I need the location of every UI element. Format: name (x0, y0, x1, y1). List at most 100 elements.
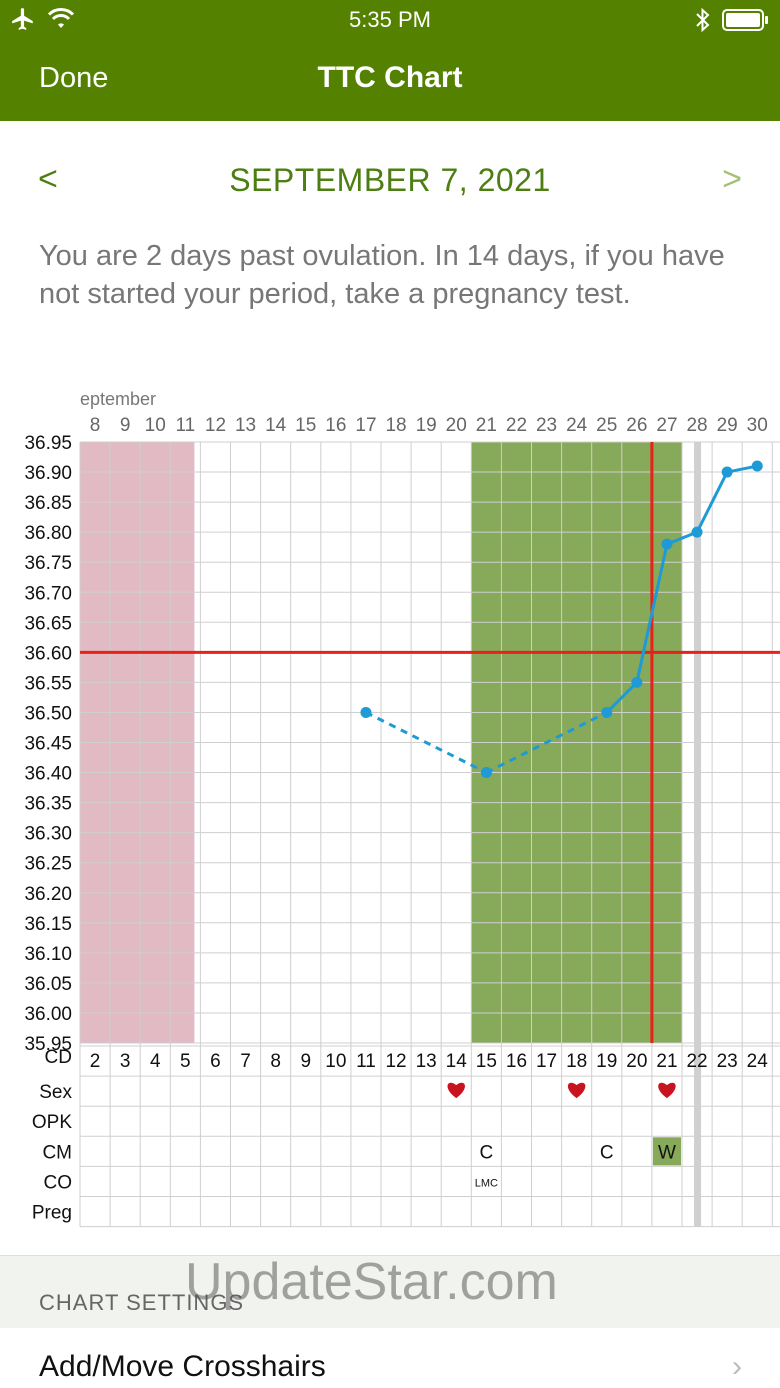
nav-bar: Done TTC Chart (0, 40, 780, 121)
cycle-day: 4 (150, 1051, 161, 1072)
heart-icon (447, 1082, 465, 1099)
prev-day-button[interactable]: < (38, 160, 58, 198)
date-tick: 28 (686, 415, 707, 436)
row-label: OPK (32, 1112, 72, 1133)
bluetooth-icon (696, 8, 710, 32)
y-tick-label: 36.55 (24, 673, 72, 694)
cycle-day: 3 (120, 1051, 131, 1072)
temp-point (480, 767, 492, 779)
date-tick: 11 (175, 415, 195, 436)
temp-line-segment (605, 681, 638, 714)
temp-line-segment (365, 711, 488, 774)
today-marker (694, 442, 702, 1227)
month-label: eptember (80, 389, 156, 409)
y-tick-label: 36.95 (24, 433, 72, 454)
y-tick-label: 36.30 (24, 824, 72, 845)
y-tick-label: 36.75 (24, 553, 72, 574)
cm-value: C (479, 1142, 493, 1163)
cycle-day: 17 (536, 1051, 557, 1072)
y-tick-label: 36.60 (24, 643, 72, 664)
y-tick-label: 36.20 (24, 884, 72, 905)
cm-value: C (600, 1142, 614, 1163)
date-tick: 22 (506, 415, 527, 436)
cycle-day: 20 (626, 1051, 647, 1072)
ovulation-message: You are 2 days past ovulation. In 14 day… (39, 240, 725, 310)
done-button[interactable]: Done (39, 62, 109, 94)
cycle-day: 11 (356, 1051, 376, 1072)
y-tick-label: 36.85 (24, 493, 72, 514)
row-label: CO (44, 1172, 73, 1193)
y-tick-label: 36.40 (24, 764, 72, 785)
date-tick: 25 (596, 415, 617, 436)
temp-point (691, 526, 703, 538)
cycle-day: 24 (747, 1051, 769, 1072)
row-label: CD (45, 1047, 72, 1068)
airplane-icon (12, 8, 33, 30)
row-label: Preg (32, 1203, 72, 1224)
y-tick-label: 36.80 (24, 523, 72, 544)
temp-point (661, 538, 673, 550)
date-tick: 14 (265, 415, 287, 436)
date-tick: 10 (145, 415, 166, 436)
temp-line-segment (485, 711, 608, 774)
cycle-day: 19 (596, 1051, 617, 1072)
y-tick-label: 36.65 (24, 613, 72, 634)
date-tick: 17 (355, 415, 376, 436)
date-tick: 19 (416, 415, 437, 436)
add-move-crosshairs-row[interactable]: Add/Move Crosshairs › (0, 1328, 780, 1388)
row-label: Sex (39, 1082, 72, 1103)
cycle-day: 2 (90, 1051, 101, 1072)
temp-point (360, 706, 372, 718)
cycle-day: 5 (180, 1051, 191, 1072)
y-tick-label: 36.35 (24, 794, 72, 815)
date-tick: 8 (90, 415, 101, 436)
add-move-crosshairs-label: Add/Move Crosshairs (39, 1350, 326, 1383)
y-tick-label: 36.05 (24, 974, 72, 995)
date-tick: 24 (566, 415, 588, 436)
date-tick: 29 (717, 415, 738, 436)
cycle-day: 9 (300, 1051, 311, 1072)
row-label: CM (42, 1142, 72, 1163)
date-navigator: < SEPTEMBER 7, 2021 > (0, 150, 780, 210)
cycle-day: 15 (476, 1051, 497, 1072)
date-tick: 9 (120, 415, 131, 436)
date-tick: 16 (325, 415, 346, 436)
cycle-day: 10 (325, 1051, 346, 1072)
status-time: 5:35 PM (349, 7, 431, 32)
temp-point (631, 676, 643, 688)
heart-icon (658, 1082, 676, 1099)
chart-settings-header: CHART SETTINGS (0, 1255, 780, 1329)
wifi-icon (48, 8, 74, 28)
temp-line-segment (635, 543, 669, 683)
date-tick: 30 (747, 415, 768, 436)
current-date: SEPTEMBER 7, 2021 (229, 162, 551, 198)
battery-icon (722, 9, 768, 31)
date-tick: 13 (235, 415, 256, 436)
date-tick: 26 (626, 415, 647, 436)
y-tick-label: 36.25 (24, 854, 72, 875)
next-day-button[interactable]: > (722, 160, 742, 198)
temp-point (721, 466, 733, 478)
heart-icon (567, 1082, 586, 1099)
y-tick-label: 35.95 (24, 1034, 72, 1055)
y-tick-label: 36.50 (24, 703, 72, 724)
cm-value: W (658, 1142, 676, 1163)
date-tick: 15 (295, 415, 316, 436)
watermark-text: UpdateStar.com (185, 1253, 558, 1311)
temp-point (751, 460, 763, 472)
cycle-day: 18 (566, 1051, 587, 1072)
date-tick: 21 (476, 415, 497, 436)
temp-point (601, 706, 613, 718)
cm-cell-fill (652, 1137, 681, 1166)
page-title: TTC Chart (317, 61, 463, 94)
cycle-day: 21 (656, 1051, 677, 1072)
date-tick: 23 (536, 415, 557, 436)
cycle-day: 22 (686, 1051, 707, 1072)
date-tick: 12 (205, 415, 226, 436)
cycle-day: 13 (416, 1051, 437, 1072)
y-tick-label: 36.10 (24, 944, 72, 965)
cycle-day: 6 (210, 1051, 221, 1072)
date-tick: 27 (656, 415, 677, 436)
y-tick-label: 36.00 (24, 1004, 72, 1025)
